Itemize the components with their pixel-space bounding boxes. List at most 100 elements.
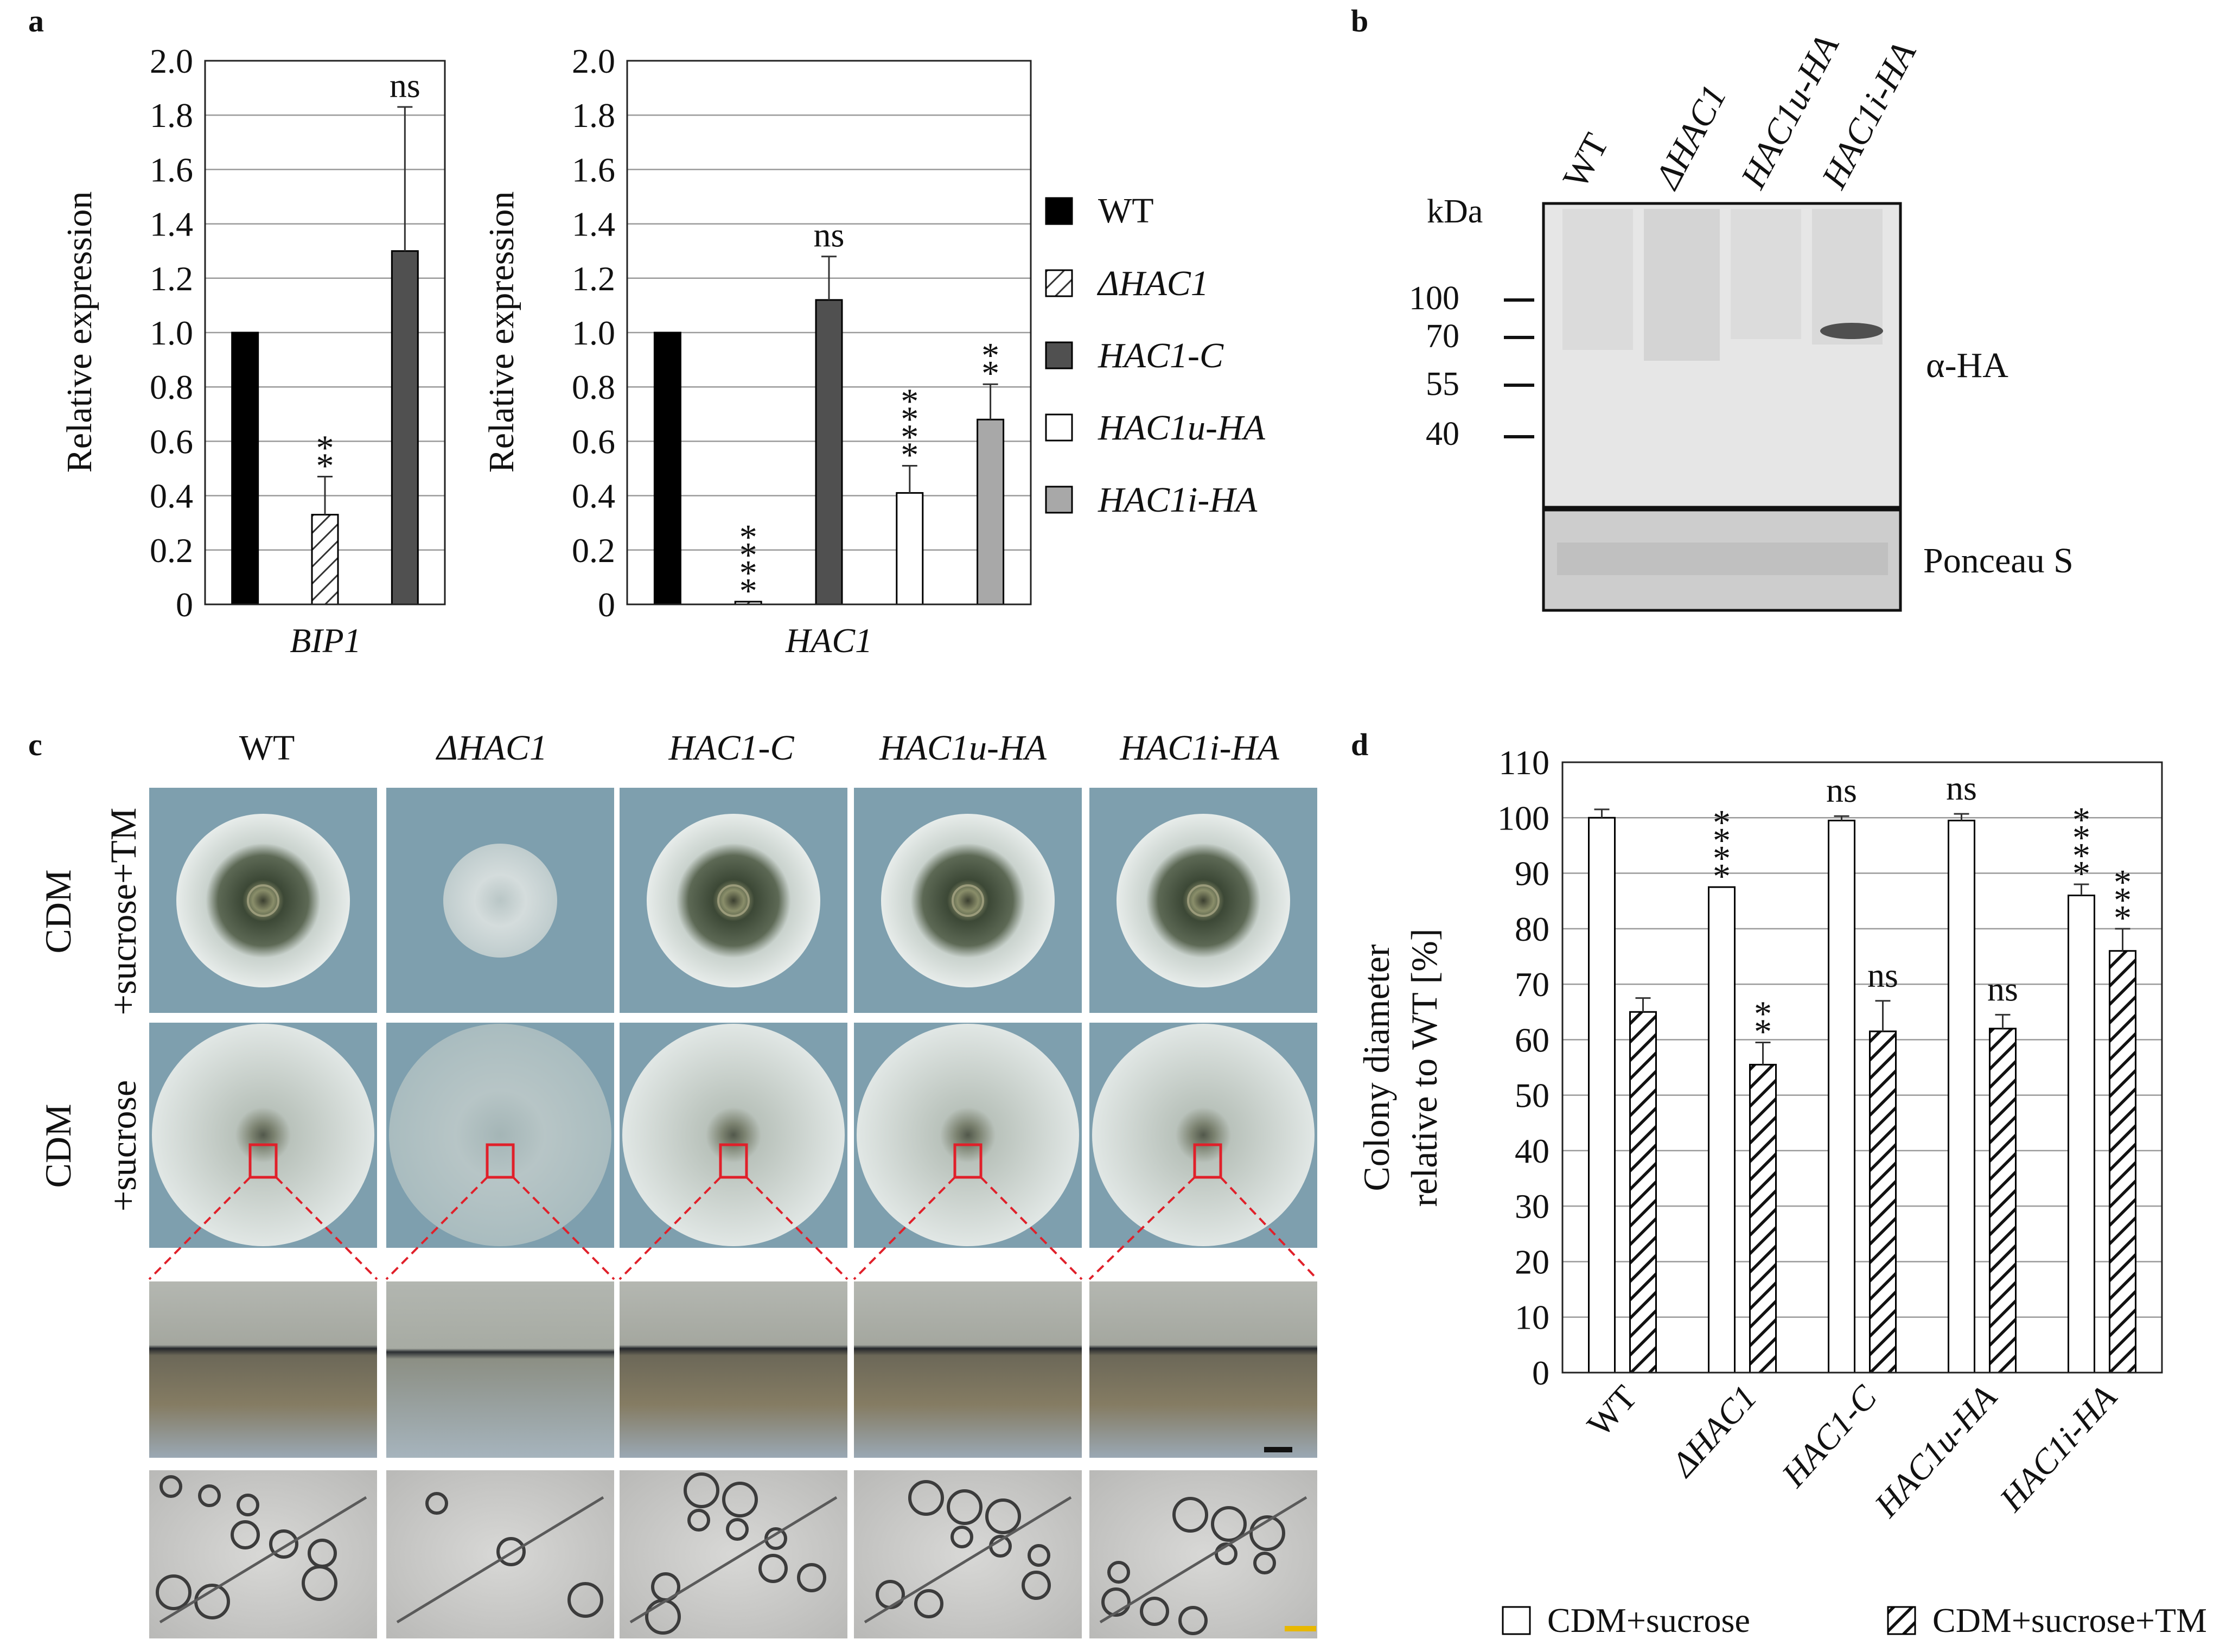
annotation-hac1u-ha-star-3: * [901, 399, 918, 439]
zoom-guide-lines [148, 1176, 1318, 1280]
zoom-line-left-hac1u-ha [853, 1176, 956, 1280]
bip1-y-ticks: 0 0.2 0.4 0.6 0.8 1.0 1.2 1.4 1.6 1.8 2.0 [150, 42, 193, 624]
y-tick-1-4: 1.4 [150, 205, 193, 244]
colony-sucrose-wt [152, 1024, 374, 1246]
y-tick-1-2: 1.2 [572, 259, 615, 298]
hac1-y-ticks: 0 0.2 0.4 0.6 0.8 1.0 1.2 1.4 1.6 1.8 2.0 [572, 42, 615, 624]
ponceau-band [1557, 543, 1888, 575]
hac1-bars: ****ns****** [653, 216, 1005, 611]
zoom-line-right-hac1u-ha [980, 1176, 1083, 1280]
plate-header-hac1i: HAC1i-HA [1119, 728, 1279, 768]
hac1-expression-chart: ****ns****** 00.20.40.60.81.01.21.41.61.… [482, 42, 1032, 660]
y-tick-1-6: 1.6 [150, 150, 193, 189]
panel-label-a: a [28, 3, 44, 39]
cell-cluster-hac1u-ha-7 [914, 1589, 943, 1618]
y-tick-20: 20 [1515, 1242, 1549, 1281]
marker-70: 70 [1426, 318, 1534, 355]
y-tick-1-8: 1.8 [150, 96, 193, 135]
annotation-cdm-sucrose-tm-hac1-star-2: * [1754, 994, 1772, 1034]
legend-swatch-hac1c [1045, 341, 1073, 369]
y-tick-0-2: 0.2 [572, 531, 615, 570]
colony-tm-wt [176, 814, 350, 987]
annotation-cdm-sucrose-hac1u-ha: ns [1946, 769, 1977, 807]
marker-40-label: 40 [1426, 416, 1459, 452]
colony-sucrose-hac1-c [622, 1024, 845, 1246]
cell-cluster-wt-7 [308, 1539, 337, 1568]
cell-cluster-hac1i-ha-6 [1107, 1561, 1130, 1584]
bar-cdm-sucrose-tm-hac1-c [1869, 1030, 1897, 1374]
annotation-cdm-sucrose-hac1i-ha-star-2: * [2072, 836, 2090, 876]
y-tick-50: 50 [1515, 1076, 1549, 1115]
colony-gridlines [1562, 817, 2162, 1318]
blot-smear-lane4 [1812, 209, 1883, 345]
cell-cluster-hac1-c-3 [726, 1518, 749, 1541]
legend-swatch-hac1u [1045, 413, 1073, 442]
kda-label: kDa [1427, 193, 1483, 230]
legend-label-hac1c: HAC1-C [1098, 336, 1224, 375]
colony-y-ticks: 0 10 20 30 40 50 60 70 80 90 100 110 [1497, 743, 1549, 1392]
colony-tm-center-wt [247, 884, 279, 917]
loading-control-label: Ponceau S [1923, 541, 2074, 581]
annotation-cdm-sucrose-tm-hac1u-ha: ns [1987, 969, 2018, 1008]
colony-tm-hac1-c [647, 814, 820, 987]
bar-cdm-sucrose-tm-hac1 [1749, 1063, 1777, 1374]
y-tick-70: 70 [1515, 965, 1549, 1004]
annotation-hac1i-ha-star-1: * [981, 354, 999, 393]
lane-label-dhac1: ΔHAC1 [1647, 79, 1734, 196]
marker-70-label: 70 [1426, 318, 1459, 355]
cell-cluster-wt-4 [269, 1529, 298, 1559]
zoom-box-hac1 [486, 1143, 515, 1179]
colony-sucrose-hac1i-ha [1092, 1024, 1315, 1246]
zoom-line-right-hac1-c [745, 1176, 849, 1280]
cell-cluster-hac1u-ha-5 [947, 1489, 983, 1525]
y-tick-1-4: 1.4 [572, 205, 615, 244]
y-tick-80: 80 [1515, 910, 1549, 948]
cell-cluster-hac1u-ha-0 [950, 1526, 973, 1548]
y-tick-1-2: 1.2 [150, 259, 193, 298]
bip1-plot-frame [204, 60, 446, 605]
zoom-box-hac1-c [719, 1143, 748, 1179]
micrograph-hac1-c [620, 1470, 847, 1638]
bar-cdm-sucrose-hac1i-ha [2068, 894, 2095, 1374]
y-tick-1-0: 1.0 [150, 314, 193, 352]
marker-100: 100 [1409, 280, 1534, 317]
cell-cluster-hac1i-ha-7 [1178, 1606, 1208, 1635]
annotation-hac1u-ha-star-1: * [901, 435, 918, 475]
bip1-y-axis-label: Relative expression [60, 192, 99, 473]
y-tick-0: 0 [598, 585, 615, 624]
bar-hac1 [311, 514, 339, 605]
colony-plot-frame [1561, 761, 2163, 1374]
zoom-box-hac1i-ha [1193, 1143, 1222, 1179]
bar-wt [653, 331, 681, 605]
y-tick-40: 40 [1515, 1132, 1549, 1170]
cell-cluster-wt-0 [160, 1475, 182, 1498]
row-label-sucrose-line1: CDM [37, 1104, 79, 1188]
cell-cluster-hac1-c-4 [797, 1563, 826, 1592]
legend-swatch-sucrose [1502, 1606, 1531, 1635]
hypha-wt [159, 1496, 367, 1624]
cell-cluster-hac1-1 [496, 1537, 526, 1566]
y-tick-110: 110 [1498, 743, 1549, 782]
annotation-hac1-star-4: * [739, 518, 757, 557]
blot-smear-lane2 [1644, 209, 1720, 361]
panel-a-legend: WT ΔHAC1 HAC1-C HAC1u-HA HAC1i-HA [1045, 191, 1266, 520]
bar-wt [231, 331, 259, 605]
zoom-line-right-wt [275, 1176, 378, 1280]
side-view-hac1u-ha [854, 1281, 1082, 1458]
side-view-hac1i-ha [1089, 1281, 1317, 1458]
cell-cluster-hac1-c-0 [687, 1509, 710, 1532]
cell-cluster-wt-1 [231, 1520, 260, 1549]
annotation-cdm-sucrose-hac1i-ha-star-4: * [2072, 800, 2090, 840]
cell-cluster-hac1i-ha-1 [1101, 1587, 1131, 1617]
hypha-hac1i-ha [1099, 1496, 1307, 1624]
zoom-line-left-hac1i-ha [1088, 1176, 1196, 1280]
zoom-line-right-hac1i-ha [1220, 1176, 1318, 1280]
plate-strain-headers: WT ΔHAC1 HAC1-C HAC1u-HA HAC1i-HA [239, 728, 1280, 768]
annotation-hac1-star-2: * [316, 429, 334, 468]
colony-side-views [149, 1281, 1317, 1458]
hypha-hac1-c [629, 1496, 838, 1624]
bip1-x-axis-label: BIP1 [290, 621, 361, 660]
